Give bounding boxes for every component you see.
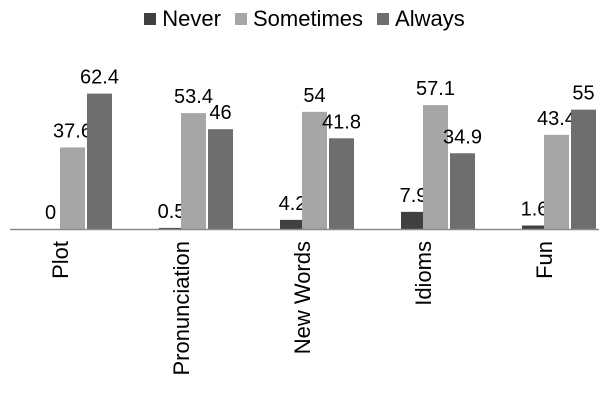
bar-always-fun — [571, 109, 596, 229]
data-label-never-fun: 1.6 — [521, 199, 549, 221]
data-label-always-new-words: 41.8 — [322, 111, 361, 133]
bar-never-fun — [522, 225, 547, 229]
legend-swatch-sometimes — [234, 13, 247, 25]
bar-always-new-words — [329, 138, 354, 229]
data-label-always-idioms: 34.9 — [443, 126, 482, 148]
bar-sometimes-idioms — [423, 105, 448, 229]
category-label-new-words: New Words — [290, 241, 315, 354]
bar-sometimes-new-words — [302, 111, 327, 229]
data-label-sometimes-new-words: 54 — [303, 85, 325, 107]
bar-sometimes-plot — [60, 147, 85, 229]
bar-never-new-words — [280, 219, 305, 229]
data-label-never-pronunciation: 0.5 — [158, 201, 186, 223]
legend-label-never: Never — [162, 6, 221, 31]
data-label-always-fun: 55 — [572, 83, 594, 105]
bar-never-pronunciation — [159, 227, 184, 229]
legend-label-always: Always — [395, 6, 465, 31]
legend-item-always: Always — [377, 6, 465, 32]
legend-label-sometimes: Sometimes — [252, 6, 364, 31]
category-label-fun: Fun — [532, 241, 557, 279]
bar-never-idioms — [401, 211, 426, 229]
data-label-never-plot: 0 — [45, 202, 56, 224]
category-label-idioms: Idioms — [411, 241, 436, 306]
data-label-never-new-words: 4.2 — [279, 193, 307, 215]
legend-swatch-never — [144, 13, 157, 25]
data-label-sometimes-idioms: 57.1 — [416, 78, 455, 100]
data-label-always-plot: 62.4 — [80, 67, 119, 89]
bar-sometimes-pronunciation — [181, 113, 206, 229]
bar-always-pronunciation — [208, 129, 233, 229]
bar-sometimes-fun — [544, 134, 569, 229]
legend: Never Sometimes Always — [0, 6, 609, 32]
data-label-always-pronunciation: 46 — [209, 102, 231, 124]
data-label-sometimes-fun: 43.4 — [537, 108, 576, 130]
data-label-sometimes-pronunciation: 53.4 — [174, 86, 213, 108]
data-label-sometimes-plot: 37.6 — [53, 120, 92, 142]
category-label-pronunciation: Pronunciation — [169, 241, 194, 376]
bar-always-idioms — [450, 153, 475, 229]
legend-item-sometimes: Sometimes — [234, 6, 364, 32]
bar-always-plot — [87, 93, 112, 229]
legend-swatch-always — [377, 13, 390, 25]
category-label-plot: Plot — [48, 241, 73, 279]
data-label-never-idioms: 7.9 — [400, 185, 428, 207]
legend-item-never: Never — [144, 6, 221, 32]
